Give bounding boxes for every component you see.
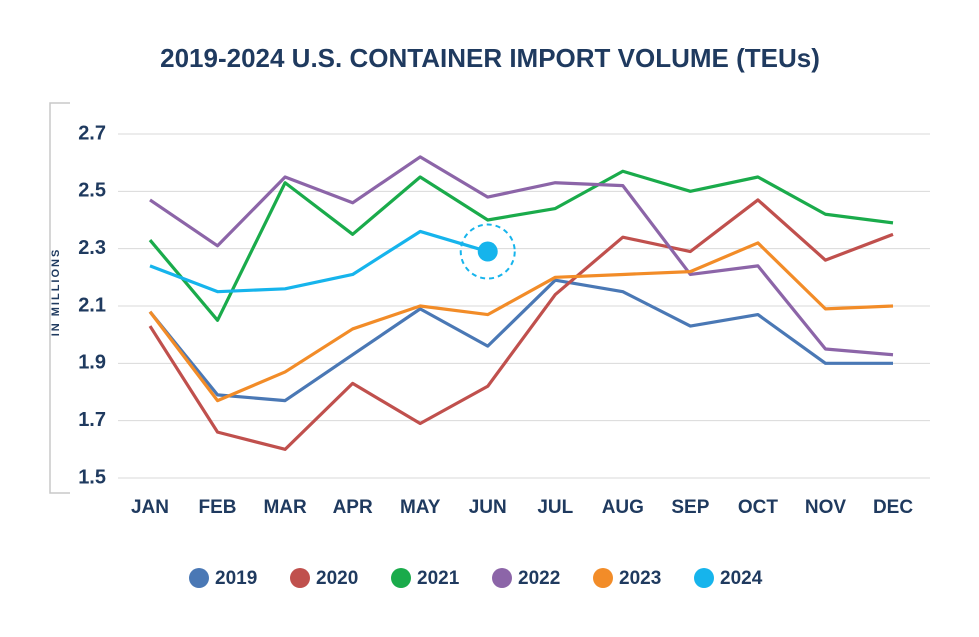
chart-title: 2019-2024 U.S. CONTAINER IMPORT VOLUME (… <box>160 43 820 73</box>
x-tick-label: FEB <box>199 497 237 518</box>
legend-label: 2020 <box>316 568 358 589</box>
legend-swatch <box>593 568 613 588</box>
x-tick-label: DEC <box>873 497 913 518</box>
legend-swatch <box>391 568 411 588</box>
x-tick-label: JUL <box>537 497 573 518</box>
series-line <box>148 198 894 451</box>
series-line <box>148 241 894 403</box>
series-line <box>148 169 894 322</box>
legend-label: 2019 <box>215 568 257 589</box>
x-tick-label: JAN <box>131 497 169 518</box>
y-tick-label: 2.1 <box>78 294 106 316</box>
series-line <box>149 229 489 294</box>
x-tick-label: AUG <box>602 497 644 518</box>
y-axis-label: IN MILLIONS <box>50 248 62 337</box>
y-tick-label: 2.5 <box>78 180 106 202</box>
x-tick-label: JUN <box>469 497 507 518</box>
highlight-point <box>477 241 498 262</box>
y-tick-label: 1.5 <box>78 466 106 488</box>
legend-swatch <box>492 568 512 588</box>
x-tick-label: OCT <box>738 497 779 518</box>
series-line <box>148 278 893 403</box>
legend-swatch <box>694 568 714 588</box>
legend-swatch <box>290 568 310 588</box>
x-tick-label: MAY <box>400 497 441 518</box>
x-tick-label: NOV <box>805 497 847 518</box>
highlight-ring <box>459 223 516 280</box>
series-line <box>149 155 894 357</box>
y-tick-label: 2.7 <box>78 122 106 144</box>
legend-label: 2022 <box>518 568 560 589</box>
legend-swatch <box>189 568 209 588</box>
legend-label: 2024 <box>720 568 763 589</box>
y-tick-label: 1.9 <box>78 352 106 374</box>
legend-label: 2021 <box>417 568 460 589</box>
legend-label: 2023 <box>619 568 661 589</box>
axis-bracket <box>49 102 70 494</box>
y-tick-label: 1.7 <box>78 409 106 431</box>
x-tick-label: MAR <box>263 497 307 518</box>
y-tick-label: 2.3 <box>78 237 106 259</box>
x-tick-label: APR <box>333 497 373 518</box>
x-tick-label: SEP <box>671 497 709 518</box>
